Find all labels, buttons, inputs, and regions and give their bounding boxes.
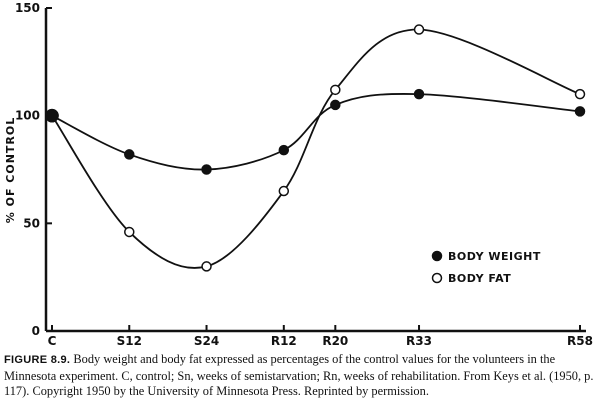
x-tick-label: S24 <box>194 334 219 348</box>
figure-caption: FIGURE 8.9. Body weight and body fat exp… <box>4 352 596 400</box>
data-point-body-fat <box>278 185 290 197</box>
x-tick-label: C <box>48 334 57 348</box>
y-tick-label: 0 <box>32 324 40 338</box>
data-point-body-fat <box>574 88 586 100</box>
data-point-body-fat <box>330 84 341 96</box>
data-point-body-weight <box>574 106 586 117</box>
y-tick-label: 50 <box>23 216 40 230</box>
legend: BODY WEIGHT BODY FAT <box>431 250 541 285</box>
y-tick-label: 100 <box>15 109 40 123</box>
data-point-body-weight <box>124 149 135 160</box>
y-tick-label: 150 <box>15 1 40 15</box>
caption-label: FIGURE 8.9. <box>4 354 71 366</box>
x-tick-label: R12 <box>271 334 297 348</box>
data-point-body-weight <box>413 88 425 100</box>
legend-marker-body-fat <box>431 272 443 284</box>
x-ticks: C S12 S24 R12 R20 R33 R58 <box>48 325 593 348</box>
data-point-body-fat <box>201 261 212 272</box>
x-tick-label: R58 <box>567 334 593 348</box>
data-point-body-weight <box>45 108 59 123</box>
data-point-body-weight <box>201 164 212 175</box>
data-point-body-fat <box>124 226 135 238</box>
x-tick-label: R33 <box>406 334 432 348</box>
x-tick-label: R20 <box>322 334 348 348</box>
series-layer <box>45 24 586 272</box>
data-point-body-weight <box>278 144 290 156</box>
data-point-body-fat <box>413 24 425 35</box>
caption-text: Body weight and body fat expressed as pe… <box>4 352 594 398</box>
legend-label-body-weight: BODY WEIGHT <box>448 250 541 263</box>
data-point-body-weight <box>330 99 341 111</box>
plot-area <box>44 8 586 333</box>
chart: % OF CONTROL 0 50 100 150 C S12 S24 R12 R20 R33 R… <box>4 1 593 348</box>
legend-marker-body-weight <box>431 250 443 262</box>
y-ticks: 0 50 100 150 <box>15 1 52 338</box>
legend-label-body-fat: BODY FAT <box>448 272 511 285</box>
y-axis-title: % OF CONTROL <box>4 117 17 224</box>
x-tick-label: S12 <box>117 334 142 348</box>
